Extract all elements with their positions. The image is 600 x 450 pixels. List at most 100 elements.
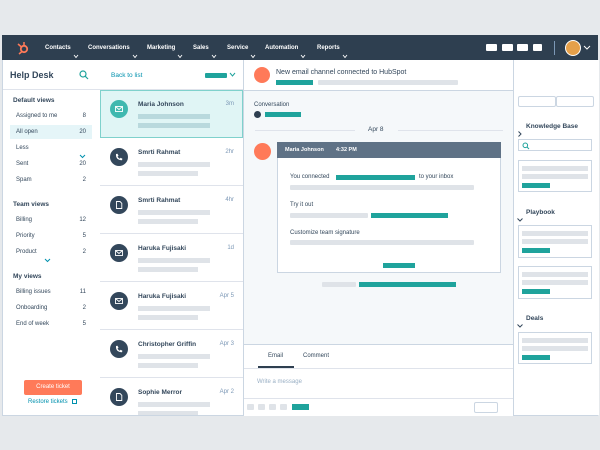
view-item[interactable]: Less [16, 145, 29, 151]
bar [138, 354, 210, 359]
list-item[interactable] [100, 138, 243, 186]
back-link[interactable]: Back to list [111, 72, 143, 79]
conversation-label: Conversation [254, 102, 290, 108]
section-title[interactable]: Deals [526, 315, 544, 322]
view-item[interactable]: End of week [16, 321, 50, 327]
section-chevron [517, 316, 523, 334]
nav-icon[interactable] [502, 44, 513, 51]
bar [522, 248, 550, 253]
bar [359, 282, 456, 287]
avatar-chevron[interactable] [583, 45, 591, 51]
view-item[interactable]: Sent [16, 161, 29, 167]
view-item[interactable]: Onboarding [16, 305, 48, 311]
time: Apr 2 [219, 389, 234, 395]
nav-chevron [342, 46, 348, 64]
tool-icon[interactable] [247, 404, 254, 410]
view-item[interactable]: Billing issues [16, 289, 51, 295]
view-item[interactable]: All open [16, 129, 38, 135]
message-card [277, 142, 501, 273]
bar [522, 338, 588, 343]
hubspot-logo[interactable] [15, 40, 31, 56]
tab[interactable]: Comment [303, 353, 330, 359]
filter-bar[interactable] [205, 73, 227, 78]
time: Apr 5 [219, 293, 234, 299]
bar [522, 166, 588, 171]
kb-search[interactable] [518, 139, 592, 151]
nav-icon[interactable] [533, 44, 542, 51]
bar [371, 213, 448, 218]
nav-item[interactable]: Reports [317, 45, 340, 51]
nav-chevron [300, 46, 306, 64]
list-item[interactable] [100, 330, 243, 378]
section-title[interactable]: Knowledge Base [526, 123, 579, 130]
list-icon [110, 244, 128, 267]
divider [100, 89, 243, 90]
card-text: You connected [290, 174, 330, 180]
bar [522, 183, 550, 188]
bar [138, 315, 198, 320]
time: 3m [225, 101, 234, 107]
card-sender: Maria Johnson [285, 147, 324, 153]
bar [138, 123, 210, 128]
view-item[interactable]: Priority [16, 233, 35, 239]
create-ticket-button[interactable]: Create ticket [24, 380, 82, 395]
list-item[interactable] [100, 186, 243, 234]
bar [138, 210, 210, 215]
card-header [277, 142, 501, 158]
nav-icon[interactable] [517, 44, 528, 51]
panel-button[interactable] [556, 96, 594, 107]
avatar[interactable] [565, 40, 581, 56]
section-title[interactable]: Playbook [526, 209, 555, 216]
nav-item[interactable]: Contacts [45, 45, 71, 51]
nav-icon[interactable] [486, 44, 497, 51]
list-item[interactable] [100, 282, 243, 330]
bar [276, 80, 313, 85]
restore-link[interactable]: Restore tickets [28, 399, 68, 405]
nav-item[interactable]: Automation [265, 45, 299, 51]
nav-item[interactable]: Conversations [88, 45, 130, 51]
list-icon [110, 388, 128, 411]
nav-chevron [73, 46, 79, 64]
panel-button[interactable] [518, 96, 556, 107]
list-item[interactable] [100, 234, 243, 282]
list-icon [110, 196, 128, 219]
nav-item[interactable]: Sales [193, 45, 209, 51]
bar [138, 402, 210, 407]
tab[interactable]: Email [268, 353, 284, 359]
tool-icon[interactable] [269, 404, 276, 410]
view-count: 20 [79, 161, 86, 167]
view-count: 2 [82, 177, 86, 183]
view-item[interactable]: Billing [16, 217, 33, 223]
card-time: 4:32 PM [336, 147, 357, 153]
nav-item[interactable]: Service [227, 45, 249, 51]
bar [290, 213, 368, 218]
view-count: 2 [82, 249, 86, 255]
composer [244, 344, 513, 416]
time: Apr 3 [219, 341, 234, 347]
bar [336, 175, 415, 180]
bar [522, 289, 550, 294]
chevron [229, 72, 236, 77]
divider [244, 368, 513, 369]
list-icon [110, 340, 128, 363]
send-button[interactable] [474, 402, 498, 413]
tool-icon[interactable] [292, 404, 309, 410]
search-icon[interactable] [79, 70, 89, 80]
hubspot-avatar [254, 143, 271, 160]
nav-divider [554, 41, 555, 55]
nav-item[interactable]: Marketing [147, 45, 176, 51]
tool-icon[interactable] [280, 404, 287, 410]
contact-name: Haruka Fujisaki [138, 245, 187, 252]
contact-name: Sophie Merror [138, 389, 183, 396]
contact-name: Christopher Griffin [138, 341, 197, 348]
bar [138, 219, 198, 224]
tool-icon[interactable] [258, 404, 265, 410]
view-item[interactable]: Assigned to me [16, 113, 58, 119]
message-input[interactable]: Write a message [257, 379, 302, 385]
bar [522, 272, 588, 277]
bar [522, 355, 550, 360]
view-item[interactable]: Spam [16, 177, 32, 183]
view-item[interactable]: Product [16, 249, 37, 255]
list-icon [110, 148, 128, 171]
